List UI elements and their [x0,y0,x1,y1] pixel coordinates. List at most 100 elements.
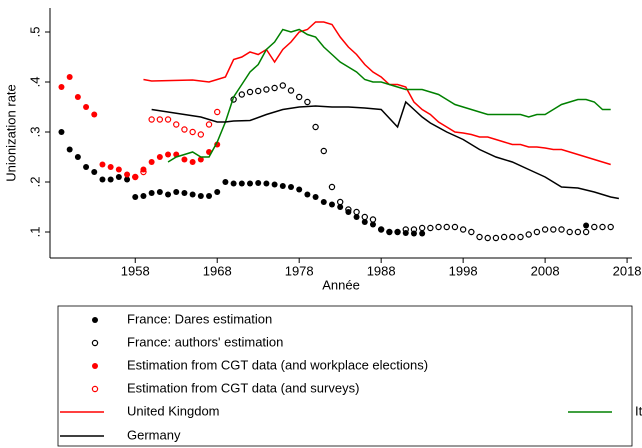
data-point [451,223,459,231]
y-tick-label: .4 [27,77,42,88]
x-tick-label: 1958 [121,263,150,278]
data-point [222,179,229,185]
data-point [427,224,434,232]
data-point [336,198,344,206]
data-point [255,180,262,186]
legend-swatch [91,385,99,393]
legend-label: Estimation from CGT data (and workplace … [127,357,428,372]
data-point [189,128,196,136]
data-point [361,219,368,225]
data-point [345,206,352,213]
data-point [328,201,335,208]
data-point [418,224,426,232]
data-point [66,74,73,80]
data-point [287,184,294,190]
x-tick-label: 1988 [367,263,396,278]
data-point [484,234,491,242]
data-point [107,164,114,170]
data-point [582,228,590,236]
data-point [279,183,286,189]
data-point [394,228,401,236]
data-point [173,189,180,195]
series-line [143,21,611,166]
data-point [214,189,221,195]
data-point [607,223,614,231]
data-point [583,222,590,229]
data-point [148,159,155,165]
data-point [156,116,164,123]
data-point [181,156,188,163]
data-point [369,221,376,228]
data-point [271,181,278,188]
data-point [279,82,286,89]
data-point [189,159,196,165]
data-point [238,180,245,187]
data-point [468,228,475,236]
data-point [255,87,262,95]
x-axis-label: Année [322,277,360,292]
y-tick-label: .2 [27,177,42,188]
series-line [151,100,620,200]
data-point [132,173,139,181]
data-point [304,191,311,198]
legend-box [57,305,633,447]
data-point [410,226,418,233]
data-point [320,199,327,205]
data-point [337,204,344,210]
data-point [459,226,467,233]
legend-label: Estimation from CGT data (and surveys) [127,380,359,395]
data-point [74,94,81,100]
data-point [312,123,319,131]
data-point [124,171,131,178]
data-point [550,226,557,233]
data-point [197,193,204,199]
data-point [328,183,336,191]
data-point [246,88,254,96]
data-point [558,226,565,233]
legend-label: United Kingdom [127,403,220,418]
data-point [263,180,270,187]
data-point [181,190,188,196]
data-point [386,228,393,236]
data-point [74,154,81,160]
legend-label: France: Dares estimation [127,311,272,326]
legend-label: France: authors' estimation [127,334,283,349]
data-point [83,164,90,170]
data-point [205,121,213,128]
legend-swatch [91,339,99,347]
data-point [66,146,73,153]
data-point [312,194,319,200]
data-point [492,234,500,242]
data-point [353,208,360,216]
data-point [115,166,122,173]
x-tick-label: 2008 [531,263,560,278]
data-point [165,191,172,198]
x-tick-label: 2018 [613,263,642,278]
data-point [156,189,163,195]
x-tick-label: 1998 [449,263,478,278]
data-point [525,231,532,238]
data-point [197,131,205,138]
legend-swatch [92,317,98,323]
data-point [132,194,139,200]
data-point [263,86,270,93]
data-point [99,161,106,168]
data-point [509,233,516,241]
y-axis-label: Unionization rate [3,84,18,182]
data-point [320,147,327,155]
data-point [271,84,278,92]
data-point [140,168,147,176]
legend-label: Germany [127,427,181,442]
y-tick-label: .1 [27,227,42,238]
data-point [148,190,155,196]
data-point [173,121,180,128]
data-point [107,176,114,183]
data-point [140,193,147,199]
data-point [165,151,172,158]
data-point [517,233,524,241]
data-point [533,228,541,236]
data-point [214,108,221,116]
data-point [500,233,508,241]
data-point [296,186,303,193]
